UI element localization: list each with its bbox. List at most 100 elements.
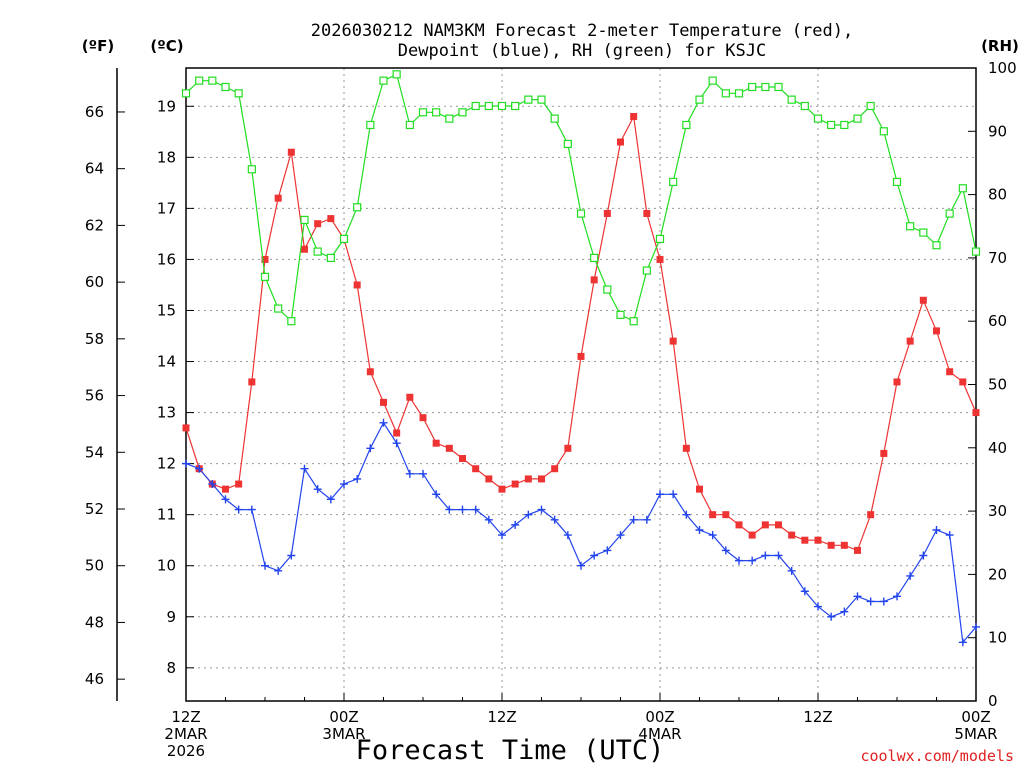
rh-point bbox=[629, 317, 638, 326]
temperature-point bbox=[445, 444, 453, 452]
temperature-point bbox=[327, 215, 335, 223]
dewpoint-point bbox=[748, 556, 757, 565]
dewpoint-point bbox=[300, 464, 309, 473]
dewpoint-point bbox=[498, 531, 506, 540]
rh-point bbox=[353, 203, 362, 212]
temperature-point bbox=[867, 511, 875, 519]
rh-point bbox=[339, 234, 349, 244]
temperature-point bbox=[524, 475, 532, 483]
dewpoint-point bbox=[866, 597, 875, 606]
rh-point bbox=[379, 76, 388, 85]
rh-point bbox=[721, 89, 730, 98]
temperature-point bbox=[366, 368, 374, 376]
rh-point bbox=[971, 247, 981, 256]
temperature-point bbox=[472, 465, 480, 473]
rh-point bbox=[418, 108, 428, 117]
time-tick-label: 4MAR bbox=[638, 725, 681, 743]
gridlines bbox=[186, 68, 976, 701]
time-tick-label: 00Z bbox=[329, 708, 358, 726]
dewpoint-point bbox=[458, 505, 467, 514]
dewpoint-point bbox=[893, 592, 901, 601]
fahrenheit-tick-label: 50 bbox=[85, 557, 104, 575]
temperature-point bbox=[432, 439, 440, 447]
dewpoint-point bbox=[221, 495, 230, 504]
celsius-tick-label: 11 bbox=[157, 506, 176, 524]
temperature-point bbox=[617, 138, 624, 146]
rh-point bbox=[669, 177, 678, 187]
dewpoint-point bbox=[563, 531, 572, 540]
temperature-point bbox=[893, 378, 901, 386]
dewpoint-point bbox=[524, 510, 533, 519]
dewpoint-point bbox=[287, 551, 296, 560]
rh-point bbox=[221, 82, 230, 92]
time-tick-label: 12Z bbox=[803, 708, 832, 726]
fahrenheit-tick-label: 46 bbox=[85, 670, 104, 688]
rh-point bbox=[655, 234, 665, 244]
dewpoint-point bbox=[537, 505, 546, 514]
rh-point bbox=[511, 101, 520, 111]
rh-point bbox=[366, 120, 375, 130]
temperature-point bbox=[274, 194, 282, 202]
rh-point bbox=[234, 89, 243, 98]
rh-point bbox=[524, 95, 533, 104]
time-tick-label: 00Z bbox=[645, 708, 674, 726]
rh-tick-label: 60 bbox=[988, 312, 1007, 330]
dewpoint-point bbox=[577, 561, 585, 570]
rh-point bbox=[616, 310, 625, 319]
celsius-tick-label: 9 bbox=[166, 608, 176, 626]
plot-frame bbox=[185, 67, 977, 702]
rh-point bbox=[603, 285, 612, 294]
celsius-tick-label: 16 bbox=[157, 250, 176, 268]
rh-tick-label: 100 bbox=[988, 59, 1017, 77]
rh-unit-label: (RH) bbox=[981, 37, 1019, 55]
dewpoint-point bbox=[721, 546, 730, 555]
dewpoint-point bbox=[814, 602, 822, 611]
dewpoint-point bbox=[682, 510, 691, 519]
celsius-tick-label: 18 bbox=[157, 148, 176, 166]
rh-point bbox=[892, 177, 902, 187]
rh-tick-label: 40 bbox=[988, 439, 1007, 457]
rh-point bbox=[695, 95, 704, 104]
rh-point bbox=[563, 139, 572, 149]
temperature-point bbox=[682, 444, 690, 452]
dewpoint-point bbox=[484, 515, 493, 524]
temperature-point bbox=[669, 337, 677, 345]
dewpoint-point bbox=[366, 444, 375, 453]
temperature-point bbox=[933, 327, 940, 335]
rh-point bbox=[879, 127, 888, 136]
temperature-point bbox=[880, 449, 888, 457]
celsius-tick-label: 13 bbox=[157, 404, 176, 422]
dewpoint-point bbox=[392, 439, 401, 448]
temperature-point bbox=[696, 485, 703, 493]
dewpoint-point bbox=[247, 505, 256, 514]
dewpoint-point bbox=[208, 480, 217, 489]
dewpoint-point bbox=[550, 515, 559, 524]
dewpoint-point bbox=[695, 525, 704, 534]
time-tick-label: 5MAR bbox=[954, 725, 997, 743]
temperature-point bbox=[538, 475, 545, 483]
rh-point bbox=[932, 241, 941, 250]
temperature-point bbox=[801, 536, 809, 544]
fahrenheit-tick-label: 54 bbox=[85, 443, 104, 461]
rh-tick-label: 30 bbox=[988, 502, 1007, 520]
series-line-dewpoint bbox=[185, 421, 977, 644]
rh-point bbox=[906, 222, 915, 231]
dewpoint-point bbox=[853, 592, 862, 601]
celsius-tick-label: 15 bbox=[157, 301, 176, 319]
temperature-point bbox=[761, 521, 769, 529]
dewpoint-point bbox=[353, 474, 362, 483]
data-series bbox=[181, 70, 981, 647]
dewpoint-point bbox=[800, 587, 809, 596]
fahrenheit-tick-label: 56 bbox=[85, 387, 104, 405]
temperature-point bbox=[788, 531, 796, 539]
fahrenheit-axis-ticks: 46 48 50 52 54 56 58 60 62 64 66 bbox=[85, 103, 125, 688]
rh-point bbox=[181, 89, 191, 98]
rh-point bbox=[405, 120, 414, 130]
celsius-tick-label: 19 bbox=[157, 97, 176, 115]
temperature-point bbox=[419, 414, 427, 422]
time-tick-label: 2MAR bbox=[164, 725, 207, 743]
temperature-point bbox=[406, 393, 414, 401]
rh-point bbox=[813, 114, 823, 123]
rh-axis-ticks: 0 10 20 30 40 50 60 70 80 90 100 bbox=[968, 59, 1017, 710]
